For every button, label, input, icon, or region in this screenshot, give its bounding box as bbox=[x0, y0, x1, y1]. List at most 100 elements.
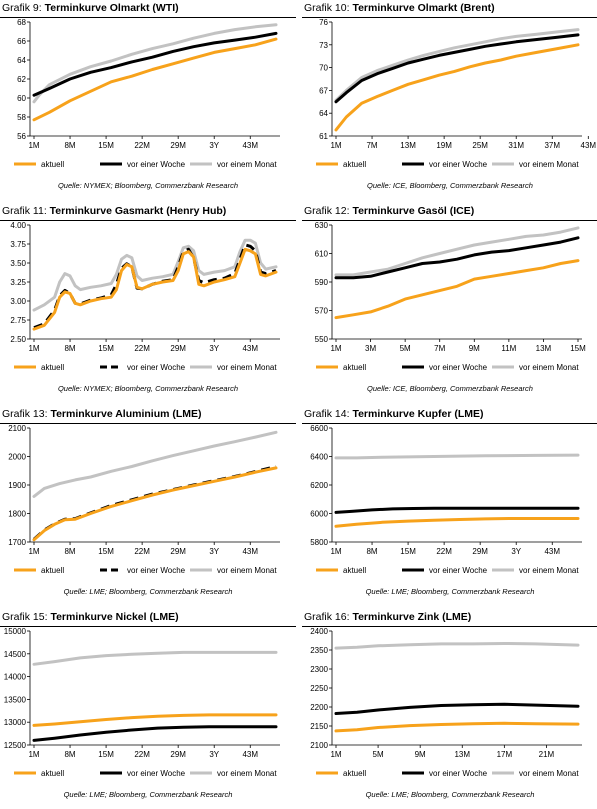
chart-panel: Grafik 15: Terminkurve Nickel (LME) 12500… bbox=[0, 609, 296, 809]
y-tick-label: 66 bbox=[17, 37, 26, 46]
x-tick-label: 8M bbox=[64, 750, 75, 759]
x-tick-label: 22M bbox=[134, 141, 150, 150]
x-tick-label: 22M bbox=[134, 344, 150, 353]
y-tick-label: 70 bbox=[319, 64, 328, 73]
chart-panel: Grafik 9: Terminkurve Olmarkt (WTI) 56 58 6… bbox=[0, 0, 296, 200]
series-line-vor-einer-woche bbox=[334, 236, 580, 280]
y-tick-label: 14500 bbox=[4, 650, 27, 659]
chart-title: Grafik 12: Terminkurve Gasöl (ICE) bbox=[304, 205, 474, 217]
chart-source: Quelle: NYMEX; Bloomberg, Commerzbank Re… bbox=[57, 384, 239, 393]
chart-header: Grafik 12: Terminkurve Gasöl (ICE) bbox=[302, 203, 597, 221]
series-line-aktuell bbox=[32, 247, 278, 331]
y-tick-label: 2.75 bbox=[10, 316, 26, 325]
y-tick-label: 56 bbox=[17, 132, 26, 141]
y-tick-label: 67 bbox=[319, 86, 328, 95]
chart-number: Grafik 12: bbox=[304, 205, 350, 217]
y-tick-label: 2000 bbox=[8, 453, 26, 462]
x-tick-label: 22M bbox=[134, 547, 150, 556]
y-tick-label: 2150 bbox=[310, 722, 328, 731]
chart-number: Grafik 11: bbox=[2, 205, 47, 217]
legend-label: vor einer Woche bbox=[429, 566, 488, 575]
chart-header: Grafik 15: Terminkurve Nickel (LME) bbox=[0, 609, 296, 627]
x-tick-label: 22M bbox=[134, 750, 150, 759]
chart-source: Quelle: LME; Bloomberg, Commerzbank Rese… bbox=[365, 790, 535, 799]
chart-title-text: Terminkurve Gasöl (ICE) bbox=[349, 205, 475, 217]
x-tick-label: 11M bbox=[501, 344, 516, 353]
series-line-aktuell bbox=[32, 713, 278, 727]
legend-label: vor einem Monat bbox=[519, 363, 579, 372]
x-tick-label: 15M bbox=[98, 344, 114, 353]
chart-header: Grafik 11: Terminkurve Gasmarkt (Henry H… bbox=[0, 203, 296, 221]
y-tick-label: 6400 bbox=[310, 453, 328, 462]
y-tick-label: 3.25 bbox=[10, 278, 26, 287]
chart-number: Grafik 15: bbox=[2, 611, 48, 623]
series-line-vor-einer-woche bbox=[334, 506, 580, 514]
y-tick-label: 590 bbox=[315, 278, 329, 287]
legend-label: aktuell bbox=[41, 769, 64, 778]
legend-label: vor einer Woche bbox=[429, 160, 488, 169]
x-tick-label: 3Y bbox=[209, 750, 219, 759]
chart-title: Grafik 11: Terminkurve Gasmarkt (Henry H… bbox=[2, 205, 226, 217]
y-tick-label: 1900 bbox=[8, 481, 26, 490]
legend-label: vor einer Woche bbox=[429, 769, 488, 778]
series-line-vor-einer-woche bbox=[32, 725, 278, 742]
x-tick-label: 8M bbox=[366, 547, 377, 556]
y-tick-label: 2200 bbox=[310, 703, 328, 712]
y-tick-label: 6600 bbox=[310, 424, 328, 433]
series-line-vor-einem-monat bbox=[334, 226, 580, 277]
y-tick-label: 58 bbox=[17, 113, 26, 122]
x-tick-label: 29M bbox=[170, 141, 186, 150]
chart-title: Grafik 15: Terminkurve Nickel (LME) bbox=[2, 611, 179, 623]
legend-label: aktuell bbox=[343, 363, 366, 372]
x-tick-label: 7M bbox=[434, 344, 445, 353]
series-line-aktuell bbox=[334, 259, 580, 320]
series-line-vor-einer-woche bbox=[33, 243, 277, 330]
legend-label: vor einer Woche bbox=[127, 769, 186, 778]
legend-label: aktuell bbox=[343, 769, 366, 778]
line-chart: 12500 13000 13500 14000 14500 15000 1M 8M 15M 22M… bbox=[4, 627, 280, 778]
x-tick-label: 3Y bbox=[209, 547, 219, 556]
x-tick-label: 8M bbox=[64, 141, 75, 150]
legend-label: aktuell bbox=[343, 160, 366, 169]
x-tick-label: 3Y bbox=[209, 141, 219, 150]
x-tick-label: 43M bbox=[242, 547, 258, 556]
x-tick-label: 3M bbox=[365, 344, 376, 353]
legend-label: vor einer Woche bbox=[429, 363, 488, 372]
chart-title-text: Terminkurve Olmarkt (WTI) bbox=[41, 2, 179, 14]
legend-label: vor einem Monat bbox=[519, 769, 579, 778]
series-line-vor-einem-monat bbox=[334, 642, 580, 650]
series-line-vor-einem-monat bbox=[334, 453, 580, 460]
y-tick-label: 13000 bbox=[4, 718, 27, 727]
legend-label: aktuell bbox=[41, 566, 64, 575]
x-tick-label: 21M bbox=[539, 750, 555, 759]
chart-number: Grafik 16: bbox=[304, 611, 350, 623]
y-tick-label: 68 bbox=[17, 18, 26, 27]
chart-title: Grafik 10: Terminkurve Olmarkt (Brent) bbox=[304, 2, 495, 14]
y-tick-label: 15000 bbox=[4, 627, 27, 636]
x-tick-label: 1M bbox=[28, 344, 39, 353]
legend-label: aktuell bbox=[41, 363, 64, 372]
legend-label: aktuell bbox=[41, 160, 64, 169]
y-tick-label: 2100 bbox=[310, 741, 328, 750]
x-tick-label: 43M bbox=[242, 750, 258, 759]
chart-header: Grafik 13: Terminkurve Aluminium (LME) bbox=[0, 406, 296, 424]
y-tick-label: 73 bbox=[319, 41, 328, 50]
y-tick-label: 2.50 bbox=[10, 335, 26, 344]
series-line-vor-einem-monat bbox=[334, 28, 580, 102]
chart-source: Quelle: NYMEX; Bloomberg, Commerzbank Re… bbox=[57, 181, 239, 190]
x-tick-label: 15M bbox=[98, 141, 114, 150]
series-line-vor-einer-woche bbox=[334, 702, 580, 715]
chart-panel: Grafik 14: Terminkurve Kupfer (LME) 5800 6… bbox=[302, 406, 597, 606]
x-tick-label: 29M bbox=[170, 344, 186, 353]
legend-label: vor einem Monat bbox=[519, 160, 579, 169]
x-tick-label: 17M bbox=[497, 750, 513, 759]
chart-title-text: Terminkurve Gasmarkt (Henry Hub) bbox=[46, 205, 227, 217]
line-chart: 61 64 67 70 73 76 1M 7M 13M 19M 25M 31M 37M 43M aktuel… bbox=[316, 18, 596, 169]
chart-number: Grafik 14: bbox=[304, 408, 350, 420]
series-line-vor-einer-woche bbox=[32, 31, 278, 97]
x-tick-label: 1M bbox=[330, 344, 341, 353]
x-tick-label: 15M bbox=[400, 547, 416, 556]
y-tick-label: 1800 bbox=[8, 510, 26, 519]
x-tick-label: 13M bbox=[454, 750, 470, 759]
chart-title-text: Terminkurve Nickel (LME) bbox=[47, 611, 179, 623]
